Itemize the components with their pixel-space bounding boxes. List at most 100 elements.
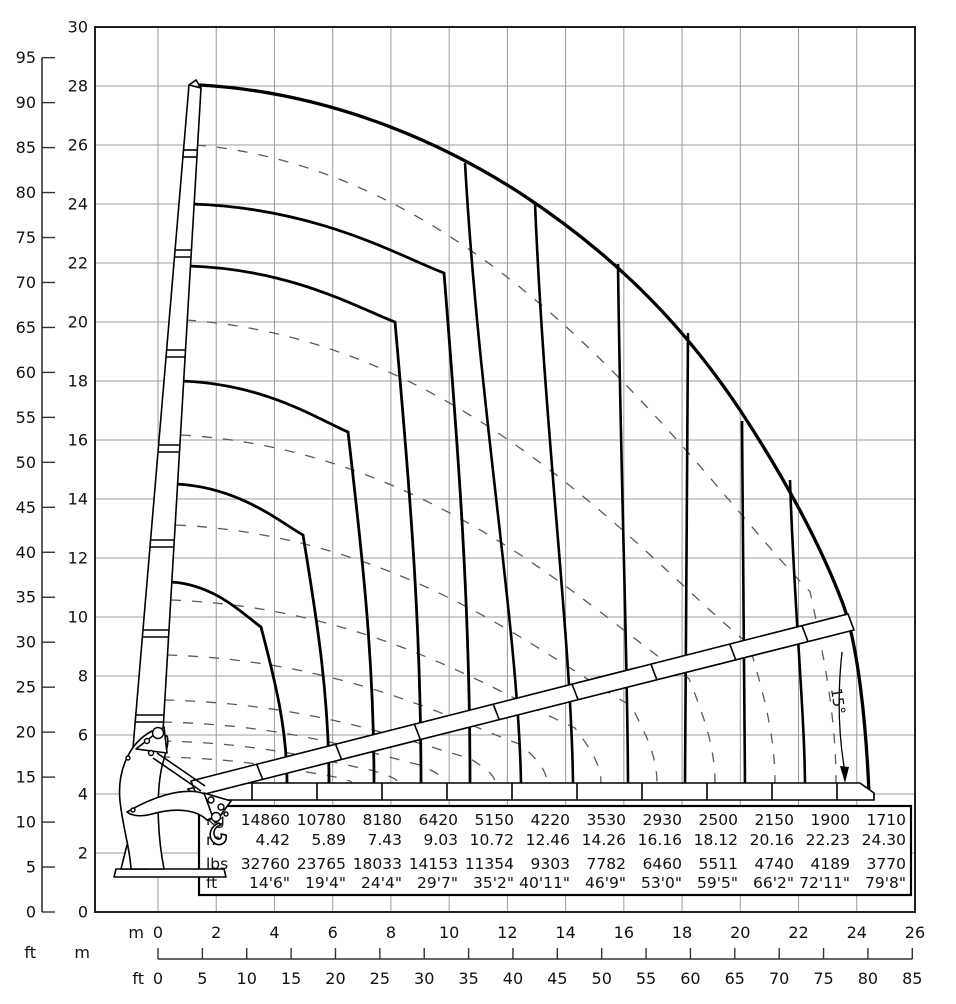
- dashed-capacity-curve: [166, 654, 548, 784]
- table-cell: 32760: [241, 855, 290, 873]
- radius-drop-line: [683, 332, 690, 784]
- table-cell: 40'11": [519, 874, 570, 892]
- x-axis-m-tick-label: 6: [328, 923, 338, 942]
- table-cell: 7782: [587, 855, 626, 873]
- boom-segment-divider: [801, 625, 809, 642]
- solid-capacity-curve: [180, 379, 376, 785]
- y-axis-m-tick-label: 12: [68, 549, 88, 568]
- y-axis-ft-tick-label: 25: [16, 678, 36, 697]
- table-cell: 20.16: [750, 831, 794, 849]
- y-axis-ft-tick-label: 5: [26, 858, 36, 877]
- table-cell: 18.12: [694, 831, 738, 849]
- solid-capacity-curve: [190, 202, 472, 785]
- x-axis-ft-tick-label: 85: [902, 969, 922, 988]
- angle-label: 15°: [827, 687, 849, 716]
- y-axis-ft-tick-label: 30: [16, 633, 36, 652]
- inclined-boom-body: [189, 613, 856, 797]
- dashed-capacity-curve: [159, 756, 353, 784]
- y-axis-ft-tick-label: 75: [16, 228, 36, 247]
- table-cell: 46'9": [585, 874, 626, 892]
- y-axis-m-tick-label: 28: [68, 77, 88, 96]
- telescopic-boom-vertical: [132, 78, 202, 749]
- x-axis-ft-tick-label: 65: [725, 969, 745, 988]
- table-cell: 14'6": [249, 874, 290, 892]
- table-cell: 5.89: [311, 831, 346, 849]
- x-axis-ft-tick-label: 15: [281, 969, 301, 988]
- capacity-envelope: [198, 83, 873, 797]
- crane-pivot-pin: [125, 755, 131, 761]
- y-axis-ft-tick-label: 65: [16, 318, 36, 337]
- y-axis-ft-tick-label: 10: [16, 813, 36, 832]
- table-cell: 3770: [867, 855, 906, 873]
- y-axis-m-tick-label: 2: [78, 844, 88, 863]
- table-cell: 6420: [419, 811, 458, 829]
- table-cell: 79'8": [865, 874, 906, 892]
- y-axis-m-tick-label: 24: [68, 195, 88, 214]
- y-axis-m-tick-label: 0: [78, 903, 88, 922]
- table-cell: 1710: [867, 811, 906, 829]
- x-axis-m-tick-label: 14: [555, 923, 575, 942]
- y-axis-ft-tick-label: 95: [16, 48, 36, 67]
- y-axis-ft-tick-label: 35: [16, 588, 36, 607]
- x-axis-ft-tick-label: 45: [547, 969, 567, 988]
- x-axis-ft-tick-label: 80: [858, 969, 878, 988]
- capacity-table-box: [197, 804, 913, 897]
- table-cell: 5150: [475, 811, 514, 829]
- table-cell: 9303: [531, 855, 570, 873]
- angle-arrow-arc: [838, 651, 846, 773]
- table-cell: 5511: [699, 855, 738, 873]
- x-axis-ft-tick-label: 50: [592, 969, 612, 988]
- dashed-capacity-curve: [185, 319, 776, 784]
- crane-pivot-pin: [210, 811, 222, 823]
- x-axis-m-tick-label: 18: [672, 923, 692, 942]
- x-axis-m-tick-label: 20: [730, 923, 750, 942]
- dashed-capacity-curve: [170, 599, 602, 784]
- table-cell: 4.42: [255, 831, 290, 849]
- x-axis-ft: 0 5 10 15 20 25 30 35 40 45 50 55 60 65 70 75 80 85 ft: [132, 948, 922, 988]
- y-axis-m-tick-label: 16: [68, 431, 88, 450]
- y-axis-ft: 0 5 10 15 20 25 30 35 40 45 50 55 60 65 70 75 80 85 90 95 ft: [16, 48, 55, 962]
- radius-drop-line: [533, 202, 575, 784]
- boom-15deg: [189, 613, 856, 797]
- y-axis-ft-tick-label: 15: [16, 768, 36, 787]
- y-axis-ft-tick-label: 45: [16, 498, 36, 517]
- boom-segment-divider: [413, 723, 422, 740]
- table-cell: 29'7": [417, 874, 458, 892]
- table-cell: 7.43: [367, 831, 402, 849]
- table-cell: 24'4": [361, 874, 402, 892]
- vertical-boom-body: [132, 83, 202, 749]
- x-axis-m-unit: m: [128, 923, 144, 942]
- y-axis-ft-tick-label: 20: [16, 723, 36, 742]
- x-axis-ft-tick-label: 60: [680, 969, 700, 988]
- table-cell: 2930: [643, 811, 682, 829]
- y-axis-ft-unit: ft: [24, 943, 36, 962]
- crane-pivot-pin: [151, 726, 165, 740]
- table-cell: 3530: [587, 811, 626, 829]
- table-cell: 16.16: [638, 831, 682, 849]
- x-axis-ft-tick-label: 0: [153, 969, 163, 988]
- table-cell: 4740: [755, 855, 794, 873]
- x-axis-m-tick-label: 16: [614, 923, 634, 942]
- y-axis-m-tick-label: 30: [68, 18, 88, 37]
- radius-drop-line: [463, 162, 523, 784]
- table-cell: 1900: [811, 811, 850, 829]
- capacity-table: kg14860107808180642051504220353029302500…: [197, 804, 913, 897]
- x-axis-m-tick-label: 22: [788, 923, 808, 942]
- table-cell: 14860: [241, 811, 290, 829]
- boom-segment-divider: [334, 743, 343, 760]
- table-cell: 9.03: [423, 831, 458, 849]
- x-axis-ft-unit: ft: [132, 969, 144, 988]
- radius-drop-lines: [463, 162, 807, 784]
- crane-pivot-pin: [147, 749, 155, 757]
- table-cell: 24.30: [862, 831, 906, 849]
- solid-capacity-curve: [169, 580, 289, 785]
- capacity-curves-solid: [169, 202, 472, 785]
- table-cell: 53'0": [641, 874, 682, 892]
- table-cell: 6460: [643, 855, 682, 873]
- table-cell: 4220: [531, 811, 570, 829]
- x-axis-ft-tick-label: 20: [325, 969, 345, 988]
- table-cell: 10780: [297, 811, 346, 829]
- horizontal-boom-body: [186, 782, 875, 801]
- envelope-curve: [198, 83, 871, 795]
